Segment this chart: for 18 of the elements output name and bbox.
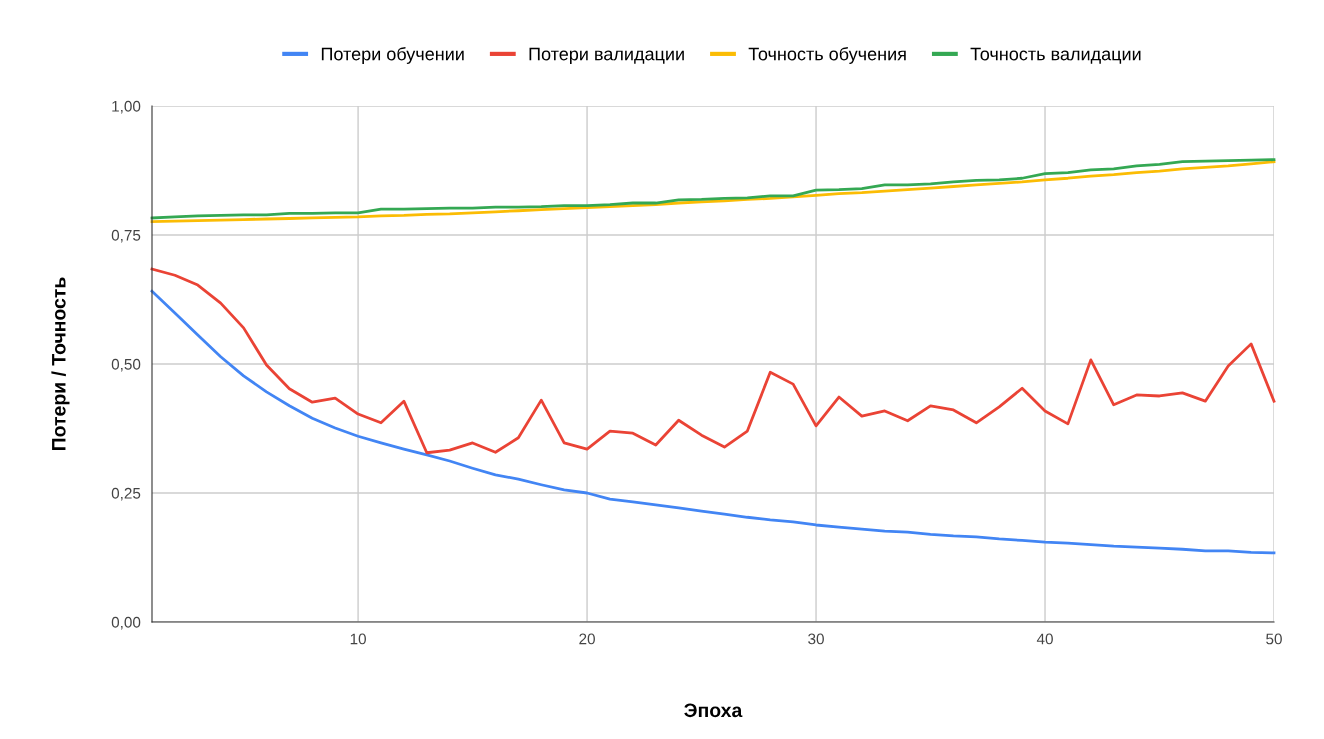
y-tick-label: 0,50 [111, 358, 141, 372]
legend-label: Точность валидации [970, 47, 1141, 64]
x-tick-label: 40 [1036, 633, 1053, 645]
x-tick-label: 10 [350, 633, 366, 645]
x-axis-title: Эпоха [684, 703, 743, 718]
x-tick-label: 30 [808, 633, 824, 645]
line-series [150, 289, 1276, 555]
x-tick-label: 20 [579, 633, 595, 645]
y-axis-title: Потери / Точность [51, 277, 70, 451]
legend-label: Потери валидации [529, 47, 684, 64]
x-tick-label: 50 [1266, 633, 1282, 645]
legend-label: Точность обучения [748, 46, 906, 64]
y-tick-label: 0,25 [111, 487, 141, 501]
y-tick-label: 1,00 [112, 100, 141, 114]
y-tick-label: 0,00 [111, 616, 141, 630]
legend-label: Потери обучении [321, 46, 464, 64]
line-series [150, 267, 1276, 455]
y-tick-label: 0,75 [111, 229, 141, 243]
